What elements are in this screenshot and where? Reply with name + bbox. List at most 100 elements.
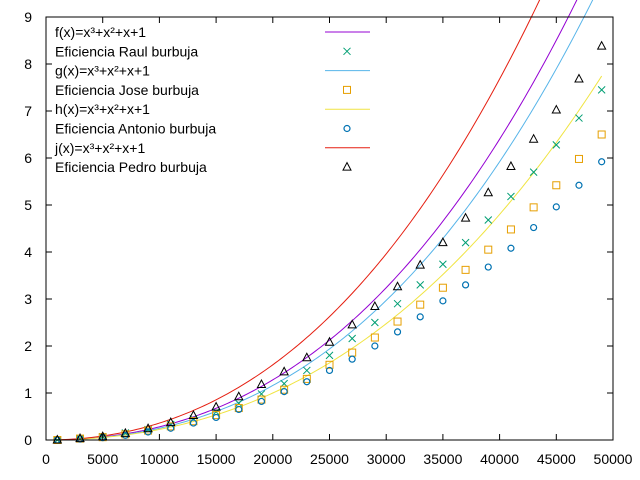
y-tick-label: 6 [24,150,32,166]
y-tick-label: 7 [24,103,32,119]
legend-label: Eficiencia Jose burbuja [55,82,199,98]
x-tick-label: 20000 [253,451,292,467]
data-point [347,319,358,329]
data-point [120,427,131,437]
ticks-layer: 0 5000 10000 15000 20000 25000 30000 35000 40000… [24,9,632,467]
data-point [257,395,266,404]
data-point [483,187,494,197]
data-point [597,130,606,139]
data-point [233,391,244,401]
data-point [342,161,352,171]
data-point [279,366,289,376]
legend-label: Eficiencia Pedro burbuja [55,159,207,175]
data-point [552,140,561,149]
x-tick-label: 50000 [594,451,633,467]
data-point [303,378,311,386]
data-point [507,192,515,201]
y-tick-label: 1 [24,385,32,401]
data-point [343,124,351,133]
data-point [528,133,539,143]
data-point [484,263,492,271]
x-tick-label: 5000 [87,451,118,467]
legend-label: f(x)=x³+x²+x+1 [55,24,146,40]
data-point [575,114,583,122]
data-point [551,104,562,114]
data-point [188,409,199,420]
data-point [575,181,583,189]
data-point [325,351,334,360]
data-point [438,283,447,292]
data-point [393,328,402,336]
data-point [552,181,561,190]
data-point [574,73,584,83]
data-point [280,385,289,394]
x-tick-label: 15000 [197,451,236,467]
y-tick-label: 0 [24,432,32,448]
legend-label: j(x)=x³+x²+x+1 [54,140,145,156]
data-point [371,318,379,327]
data-point [529,203,538,212]
data-point [343,47,351,56]
data-point [484,245,493,254]
data-point [234,399,243,408]
data-point [324,336,335,346]
data-point [529,168,538,176]
data-point [212,411,221,420]
data-point [212,413,220,422]
data-point [507,244,515,252]
data-point [439,260,447,269]
data-point [416,313,424,321]
data-point [348,355,356,363]
data-point [52,434,63,444]
series-line [57,0,541,441]
x-tick-label: 45000 [537,451,576,467]
y-tick-label: 2 [24,338,32,354]
x-tick-label: 25000 [310,451,349,467]
data-point [393,299,402,308]
data-point [370,333,379,342]
data-point [257,397,266,406]
data-point [392,281,403,291]
data-point [460,212,471,222]
data-point [439,297,447,305]
data-point [393,317,402,326]
data-point [234,404,243,413]
data-point [343,85,351,94]
data-point [166,422,175,431]
data-point [552,203,560,211]
data-point [416,300,425,309]
y-tick-label: 8 [24,56,32,72]
data-point [143,423,153,433]
data-point [75,433,85,443]
data-point [325,360,334,369]
data-point [165,417,176,427]
data-point [530,223,538,232]
data-point [211,401,221,411]
data-point [506,225,515,234]
y-tick-label: 5 [24,197,32,213]
data-point [370,300,380,311]
data-point [461,265,470,274]
legend-label: g(x)=x³+x²+x+1 [55,63,150,79]
x-tick-label: 35000 [423,451,462,467]
x-tick-label: 40000 [480,451,519,467]
data-point [597,85,606,94]
data-point [371,342,379,350]
x-tick-label: 0 [42,451,50,467]
data-point [189,417,198,426]
legend: f(x)=x³+x²+x+1 Eficiencia Raul burbuja g(x… [54,24,370,175]
data-point [415,259,426,269]
legend-label: Eficiencia Antonio burbuja [55,121,216,137]
legend-label: h(x)=x³+x²+x+1 [55,101,150,117]
data-point [574,154,583,163]
data-point [484,216,493,224]
data-point [302,366,311,375]
data-point [506,160,516,170]
data-point [461,238,470,247]
data-point [235,405,243,414]
data-point [438,237,448,247]
data-point [596,40,607,50]
x-tick-label: 10000 [140,451,179,467]
